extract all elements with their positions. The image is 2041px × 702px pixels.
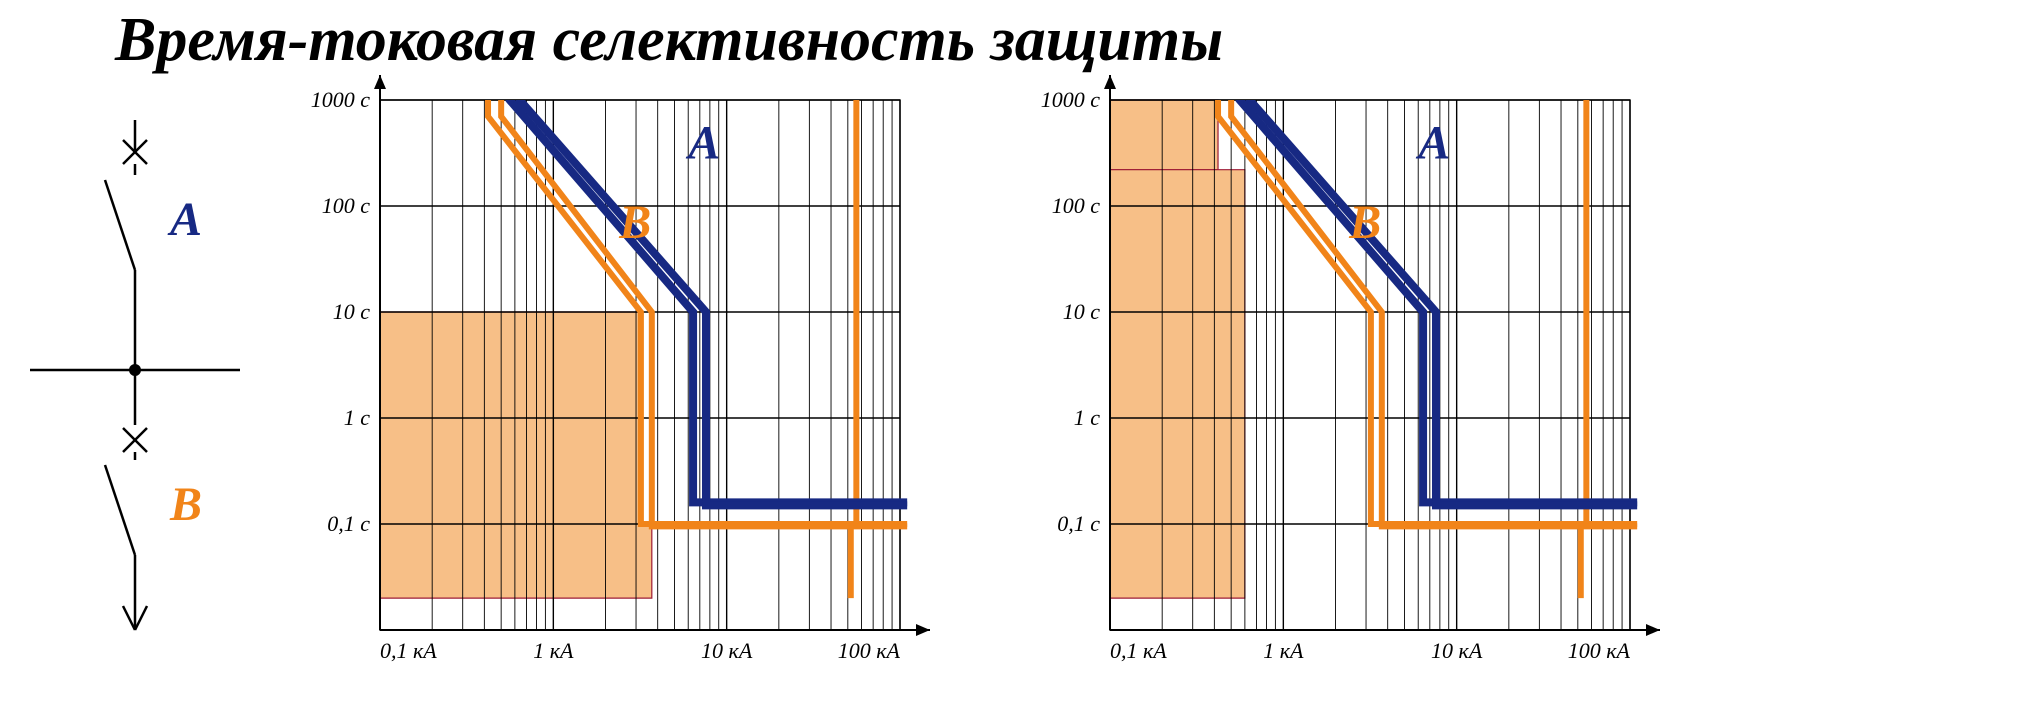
schematic-label-a: A (167, 193, 202, 246)
y-tick-label: 1 с (344, 405, 371, 430)
y-tick-label: 0,1 с (327, 511, 370, 536)
x-tick-label: 10 кА (1431, 638, 1483, 663)
page-title: Время-токовая селективность защиты (114, 6, 1223, 74)
y-tick-label: 1 с (1074, 405, 1101, 430)
selectivity-zone (1110, 100, 1218, 170)
y-tick-label: 1000 с (1041, 87, 1101, 112)
schematic: AB (30, 120, 240, 630)
y-tick-label: 100 с (322, 193, 371, 218)
chart: 0,1 кА 1 кА 10 кА 100 кА 0,1 с 1 с 10 с 100 с 10… (311, 26, 930, 663)
y-tick-label: 100 с (1052, 193, 1101, 218)
curve-label-a: A (685, 116, 720, 169)
x-tick-label: 0,1 кА (1110, 638, 1167, 663)
y-tick-label: 1000 с (311, 87, 371, 112)
curve-label-a: A (1415, 116, 1450, 169)
x-tick-label: 100 кА (838, 638, 901, 663)
selectivity-zone (380, 312, 652, 598)
x-tick-label: 100 кА (1568, 638, 1631, 663)
y-tick-label: 10 с (1063, 299, 1101, 324)
chart: 0,1 кА 1 кА 10 кА 100 кА 0,1 с 1 с 10 с 100 с 10… (1041, 26, 1660, 663)
x-tick-label: 10 кА (701, 638, 753, 663)
y-tick-label: 10 с (333, 299, 371, 324)
x-tick-label: 1 кА (533, 638, 574, 663)
x-tick-label: 1 кА (1263, 638, 1304, 663)
curve-a-inner (1250, 26, 1637, 505)
selectivity-zone (1110, 170, 1245, 598)
x-tick-label: 0,1 кА (380, 638, 437, 663)
curve-label-b: B (618, 196, 651, 249)
schematic-label-b: B (169, 478, 202, 531)
curve-label-b: B (1348, 196, 1381, 249)
y-tick-label: 0,1 с (1057, 511, 1100, 536)
